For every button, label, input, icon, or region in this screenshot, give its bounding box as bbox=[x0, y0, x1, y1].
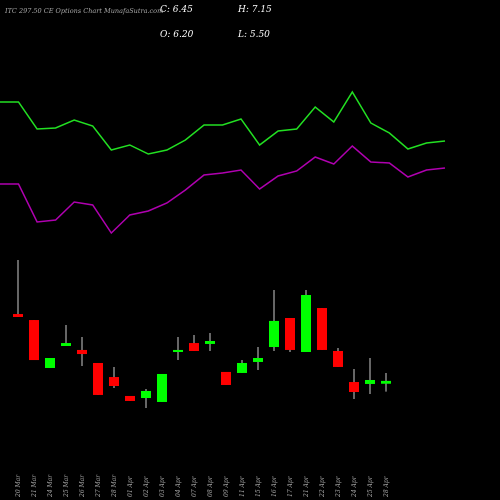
x-tick-label: 15 Apr bbox=[255, 475, 262, 497]
x-tick-label: 01 Apr bbox=[127, 475, 134, 497]
candle-body bbox=[109, 377, 119, 386]
candle-body bbox=[125, 395, 135, 401]
candle-body bbox=[45, 358, 55, 368]
candle-body bbox=[13, 314, 23, 317]
x-tick-label: 22 Apr bbox=[319, 475, 326, 498]
close-label: C: 6.45 bbox=[160, 5, 193, 15]
high-label: H: 7.15 bbox=[237, 5, 272, 15]
x-tick-label: 28 Mar bbox=[111, 474, 118, 498]
x-tick-label: 24 Apr bbox=[351, 475, 358, 498]
candle-body bbox=[349, 382, 359, 393]
x-tick-label: 25 Apr bbox=[367, 475, 374, 498]
x-tick-label: 16 Apr bbox=[271, 475, 278, 497]
line-series bbox=[0, 144, 446, 235]
chart-title: ITC 297.50 CE Options Chart MunafaSutra.… bbox=[4, 7, 163, 15]
candle-body bbox=[317, 308, 327, 350]
candle-body bbox=[221, 371, 231, 385]
candle-body bbox=[285, 318, 295, 350]
candle-body bbox=[61, 343, 71, 346]
candle-body bbox=[253, 358, 263, 362]
x-tick-label: 03 Apr bbox=[159, 475, 166, 497]
candle-body bbox=[29, 320, 39, 361]
candle-body bbox=[365, 379, 375, 384]
x-tick-label: 20 Mar bbox=[15, 474, 22, 498]
x-tick-label: 17 Apr bbox=[287, 475, 294, 497]
candle-body bbox=[269, 320, 279, 348]
x-tick-label: 04 Apr bbox=[175, 475, 182, 497]
candle-body bbox=[381, 380, 391, 384]
candle-body bbox=[237, 362, 247, 373]
x-tick-label: 27 Mar bbox=[95, 474, 102, 498]
candle-body bbox=[93, 362, 103, 395]
candle-body bbox=[189, 343, 199, 351]
candle-body bbox=[333, 350, 343, 367]
open-label: O: 6.20 bbox=[160, 30, 194, 40]
candle-body bbox=[205, 341, 215, 344]
x-tick-label: 08 Apr bbox=[207, 475, 214, 497]
x-tick-label: 07 Apr bbox=[191, 475, 198, 497]
candle-body bbox=[141, 390, 151, 399]
candle-body bbox=[173, 349, 183, 352]
line-series bbox=[0, 90, 446, 155]
x-tick-label: 23 Apr bbox=[335, 475, 342, 498]
x-tick-label: 26 Mar bbox=[79, 474, 86, 498]
x-tick-label: 11 Apr bbox=[239, 475, 246, 497]
x-tick-label: 09 Apr bbox=[223, 475, 230, 497]
x-tick-label: 02 Apr bbox=[143, 475, 150, 497]
candle-body bbox=[157, 373, 167, 402]
low-label: L: 5.50 bbox=[237, 30, 270, 40]
x-tick-label: 24 Mar bbox=[47, 474, 54, 498]
candle-body bbox=[77, 349, 87, 355]
x-tick-label: 28 Apr bbox=[383, 475, 390, 498]
x-tick-label: 21 Apr bbox=[303, 475, 310, 498]
candle-body bbox=[301, 294, 311, 352]
x-tick-label: 21 Mar bbox=[31, 474, 38, 498]
x-tick-label: 25 Mar bbox=[63, 474, 70, 498]
